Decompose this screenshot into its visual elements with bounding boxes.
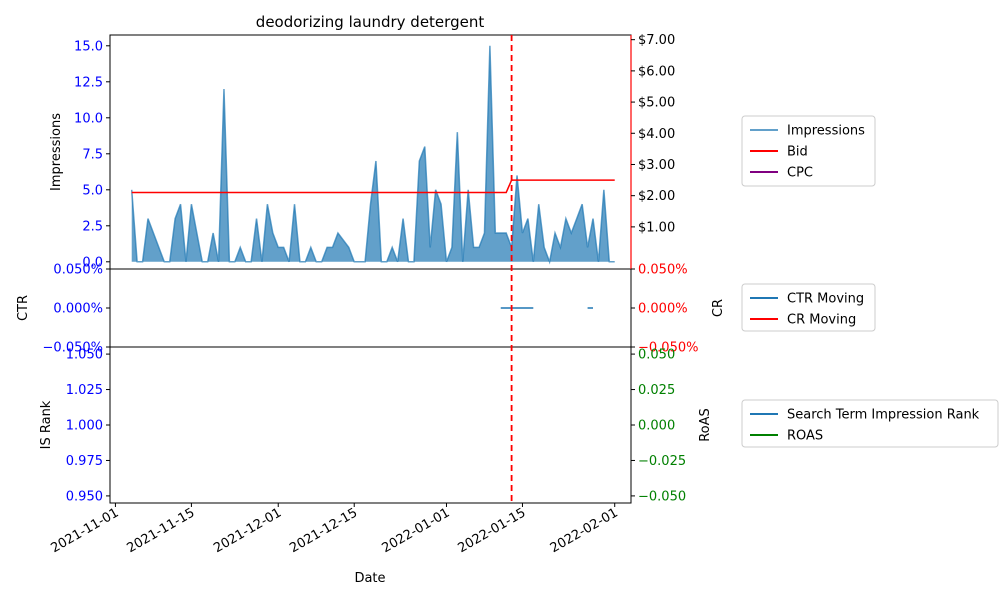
cr-y-tick-label-1: 0.000% [638, 302, 688, 317]
impressions-y-label: Impressions [49, 113, 64, 191]
rank-y-tick-label-0: 0.950 [66, 489, 103, 504]
x-tick-label-2: 2021-12-01 [211, 505, 284, 556]
bid-y-tick-label-0: $1.00 [638, 220, 675, 235]
x-tick-label-5: 2022-01-15 [456, 505, 529, 556]
bid-y-tick-label-5: $6.00 [638, 64, 675, 79]
bid-y-tick-label-4: $5.00 [638, 96, 675, 111]
legend-label-3-1: ROAS [787, 429, 823, 444]
roas-y-tick-label-1: −0.025 [638, 454, 686, 469]
ctr-y-label: CTR [16, 295, 31, 321]
impressions-y-tick-label-1: 2.5 [82, 219, 103, 234]
roas-y-tick-label-3: 0.025 [638, 383, 675, 398]
legend-label-1-2: CPC [787, 166, 813, 181]
bid-y-tick-label-3: $4.00 [638, 127, 675, 142]
impressions-y-tick-label-2: 5.0 [82, 183, 103, 198]
impressions-y-tick-label-4: 10.0 [74, 111, 103, 126]
panel-frame-3 [109, 346, 632, 504]
rank-y-tick-label-4: 1.050 [66, 348, 103, 363]
cr-y-tick-label-0: −0.050% [638, 341, 698, 356]
legend-label-1-0: Impressions [787, 124, 865, 139]
roas-y-tick-label-0: −0.050 [638, 489, 686, 504]
cr-y-tick-label-2: 0.050% [638, 263, 688, 278]
bid-line [131, 179, 615, 194]
impressions-line [130, 45, 615, 265]
rank-y-label: IS Rank [39, 400, 54, 449]
x-tick-label-0: 2021-11-01 [48, 505, 121, 556]
panel-frame-2 [109, 268, 632, 348]
ctr-y-tick-label-2: 0.050% [53, 263, 103, 278]
x-tick-label-4: 2022-01-01 [380, 505, 453, 556]
x-tick-label-1: 2021-11-15 [124, 505, 197, 556]
ctr-y-tick-label-0: −0.050% [43, 341, 103, 356]
legend-label-2-1: CR Moving [787, 313, 856, 328]
x-tick-label-6: 2022-02-01 [548, 505, 621, 556]
impressions-y-tick-label-5: 12.5 [74, 75, 103, 90]
bid-y-tick-label-2: $3.00 [638, 158, 675, 173]
legend-box-1 [741, 115, 876, 187]
cr-y-label: CR [711, 299, 726, 317]
legend-label-1-1: Bid [787, 145, 808, 160]
roas-y-tick-label-4: 0.050 [638, 348, 675, 363]
legend-label-2-0: CTR Moving [787, 292, 864, 307]
rank-y-tick-label-1: 0.975 [66, 454, 103, 469]
chart-title: deodorizing laundry detergent [256, 13, 485, 31]
impressions-y-tick-label-0: 0.0 [82, 255, 103, 270]
rank-y-tick-label-3: 1.025 [66, 383, 103, 398]
legend-label-3-0: Search Term Impression Rank [787, 408, 980, 423]
impressions-y-tick-label-6: 15.0 [74, 39, 103, 54]
bid-y-tick-label-1: $2.00 [638, 189, 675, 204]
roas-y-label: RoAS [698, 408, 713, 442]
rank-y-tick-label-2: 1.000 [66, 419, 103, 434]
ctr-y-tick-label-1: 0.000% [53, 302, 103, 317]
x-tick-label-3: 2021-12-15 [287, 505, 360, 556]
impressions-y-tick-label-3: 7.5 [82, 147, 103, 162]
roas-y-tick-label-2: 0.000 [638, 419, 675, 434]
x-axis-label: Date [354, 571, 385, 586]
bid-y-tick-label-6: $7.00 [638, 33, 675, 48]
legend-box-3 [741, 399, 999, 448]
